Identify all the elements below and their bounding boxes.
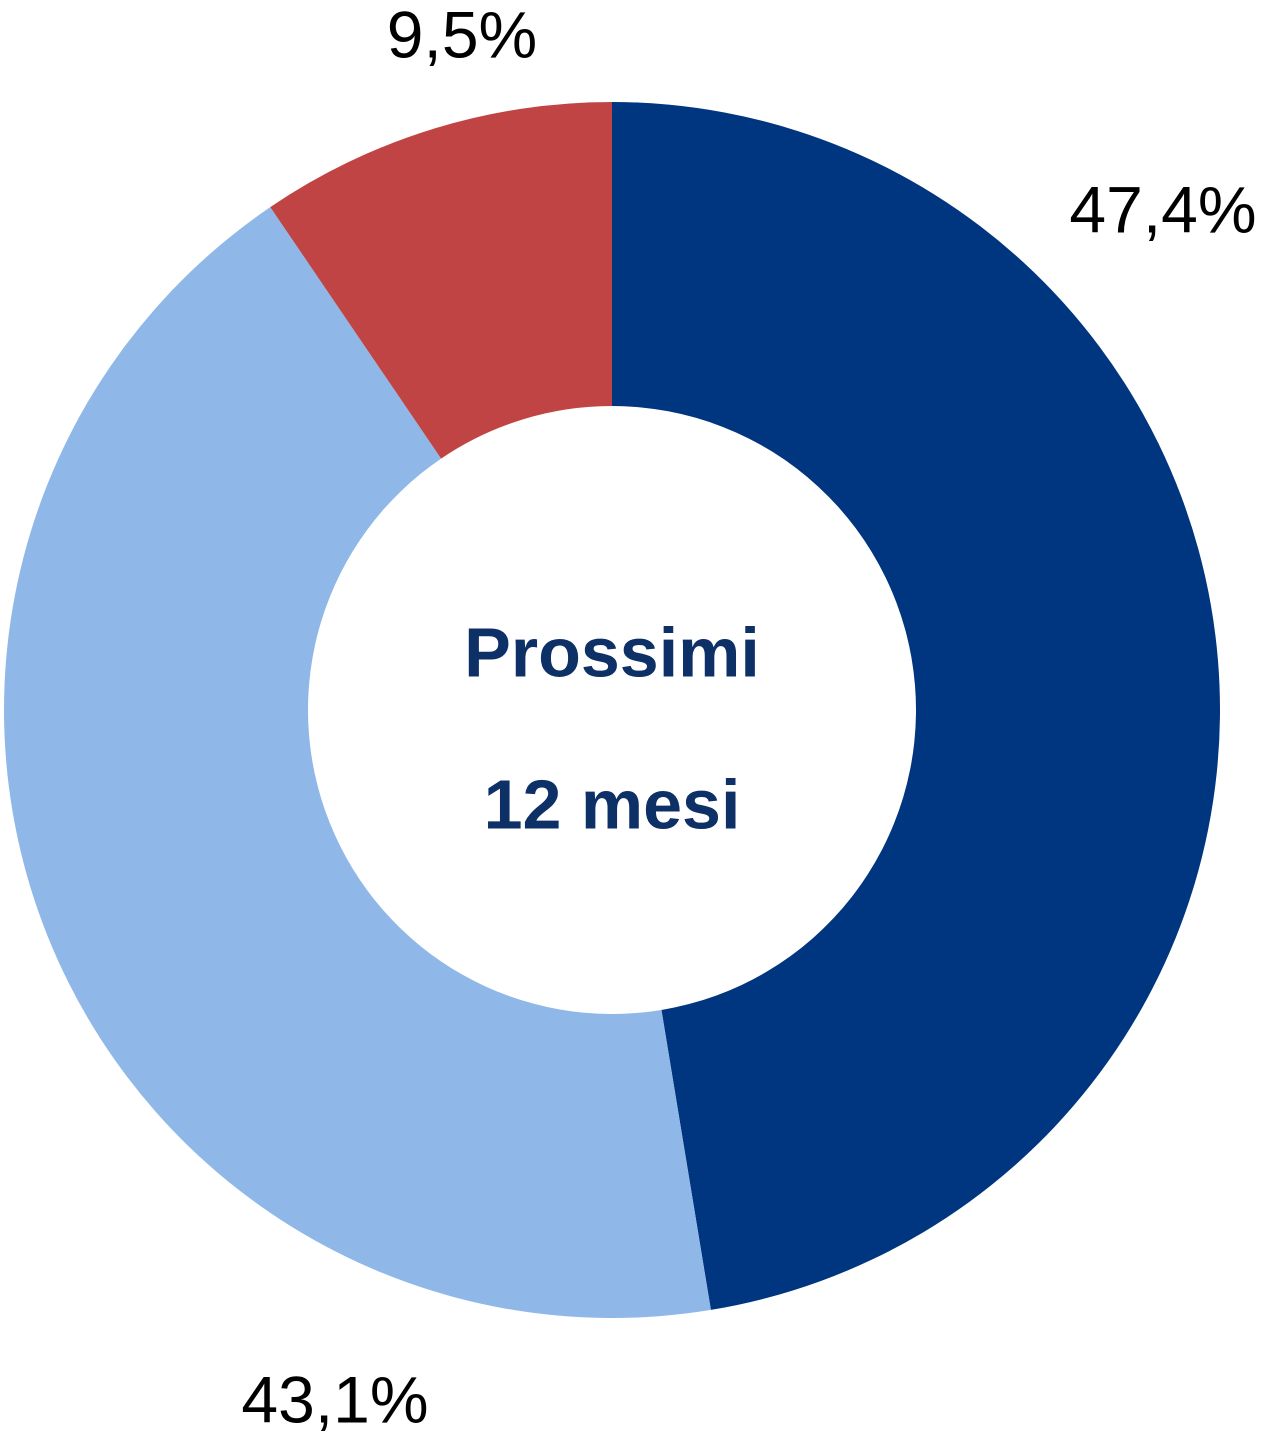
center-label: 12 mesi: [484, 765, 741, 843]
center-label: Prossimi: [464, 613, 760, 691]
slice: [4, 207, 711, 1318]
slice: [612, 102, 1220, 1310]
value-label: 47,4%: [1069, 172, 1256, 246]
slice: [270, 102, 612, 459]
value-label: 9,5%: [387, 0, 537, 71]
value-label: 43,1%: [241, 1362, 428, 1436]
